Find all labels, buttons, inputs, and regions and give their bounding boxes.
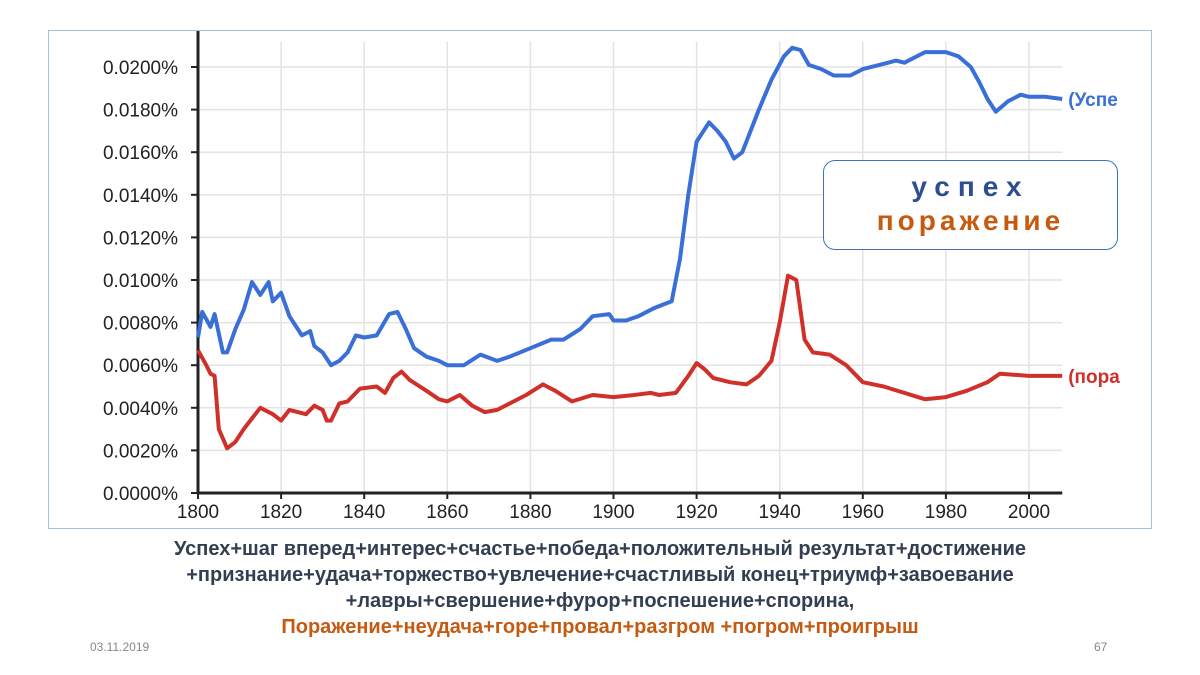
caption-line-4: Поражение+неудача+горе+провал+разгром +п…: [281, 616, 919, 638]
chart-frame: 0.0000% 0.0020% 0.0040% 0.0060% 0.0080% 0.010…: [48, 30, 1152, 529]
y-tick-label: 0.0120%: [103, 228, 178, 249]
series-label: (Успе: [1068, 90, 1118, 111]
y-tick-label: 0.0200%: [103, 58, 178, 79]
x-tick-label: 1880: [509, 502, 551, 523]
x-tick-label: 2000: [1008, 502, 1050, 523]
y-tick-label: 0.0040%: [103, 399, 178, 420]
y-tick-label: 0.0140%: [103, 186, 178, 207]
series-line-success: [196, 45, 1063, 368]
ngram-chart: 0.0000% 0.0020% 0.0040% 0.0060% 0.0080% 0.010…: [103, 31, 1120, 523]
x-tick-label: 1840: [343, 502, 385, 523]
y-tick-label: 0.0160%: [103, 143, 178, 164]
x-tick-label: 1860: [426, 502, 468, 523]
x-tick-label: 1980: [925, 502, 967, 523]
caption-line-1: Успех+шаг вперед+интерес+счастье+победа+…: [173, 538, 1026, 560]
x-tick-label: 1820: [260, 502, 302, 523]
legend-defeat: поражение: [876, 205, 1065, 236]
x-tick-label: 1920: [675, 502, 717, 523]
y-tick-label: 0.0080%: [103, 314, 178, 335]
series-label: (пора: [1068, 367, 1120, 388]
legend-success: успех: [911, 171, 1030, 202]
y-tick-label: 0.0060%: [103, 356, 178, 377]
y-tick-label: 0.0000%: [103, 484, 178, 505]
y-tick-label: 0.0180%: [103, 101, 178, 122]
x-tick-label: 1940: [759, 502, 801, 523]
slide-date: 03.11.2019: [90, 640, 150, 654]
caption-line-3: +лавры+свершение+фурор+поспешение+спорин…: [345, 590, 855, 612]
y-tick-label: 0.0100%: [103, 271, 178, 292]
series-line-defeat: [196, 273, 1063, 451]
x-tick-label: 1960: [842, 502, 884, 523]
slide-number: 67: [1094, 640, 1108, 654]
y-tick-label: 0.0020%: [103, 441, 178, 462]
x-tick-label: 1800: [177, 502, 219, 523]
legend-box: успех поражение: [823, 160, 1118, 250]
x-tick-label: 1900: [592, 502, 634, 523]
caption-line-2: +признание+удача+торжество+увлечение+сча…: [186, 564, 1014, 586]
